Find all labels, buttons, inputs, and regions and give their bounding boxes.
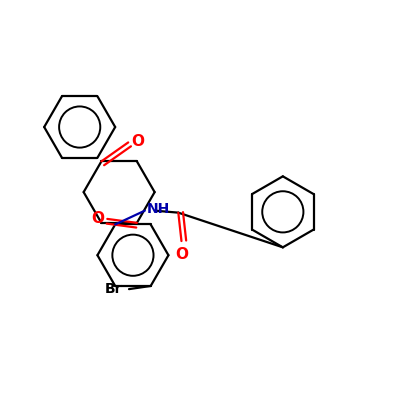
Text: NH: NH <box>146 202 170 216</box>
Text: O: O <box>131 134 144 149</box>
Text: O: O <box>175 247 188 262</box>
Text: Br: Br <box>105 282 122 296</box>
Text: O: O <box>91 212 104 226</box>
